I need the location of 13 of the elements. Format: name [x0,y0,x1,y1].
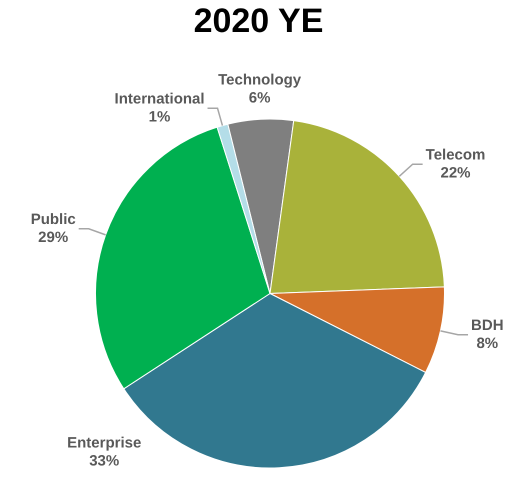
data-label: 33% [89,452,120,470]
data-label: 22% [440,164,471,182]
data-label: 6% [248,89,270,106]
slice-label: Enterprise [67,434,142,452]
data-label: 8% [476,334,498,352]
slice-label: International [114,90,205,108]
slice-label: BDH [471,316,504,334]
slice-label: Telecom [426,146,486,164]
slice-label: Public [30,210,76,228]
slice-label: Technology [218,71,302,88]
data-label: 1% [148,108,170,126]
data-label: 29% [38,228,68,246]
chart-title: 2020 YE [192,2,324,41]
